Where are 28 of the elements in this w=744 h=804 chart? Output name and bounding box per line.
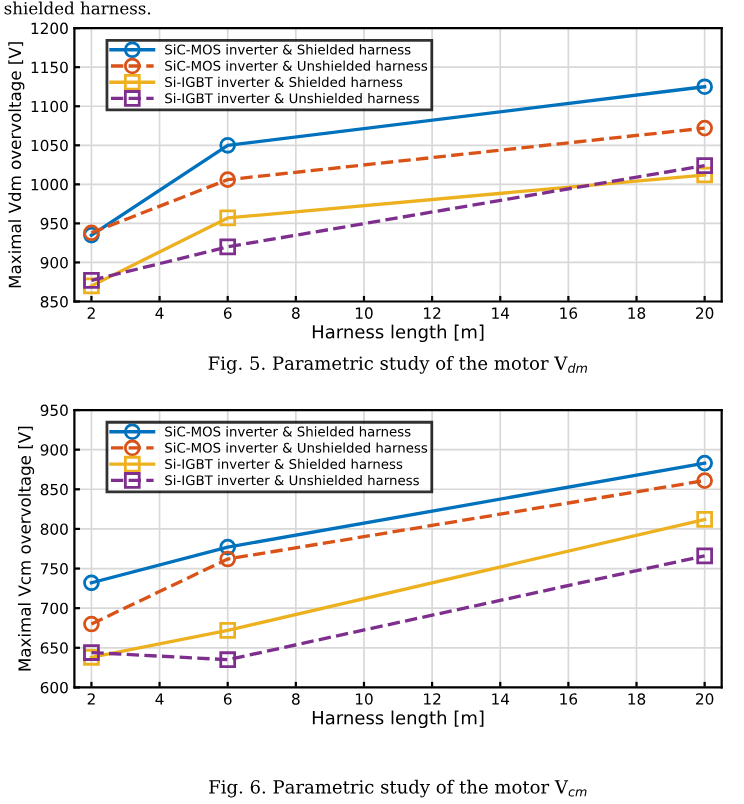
point xyxy=(219,651,237,669)
point xyxy=(83,644,100,661)
point xyxy=(696,166,713,184)
point xyxy=(696,454,713,472)
point xyxy=(83,648,100,666)
point xyxy=(83,272,100,289)
point xyxy=(219,538,237,556)
point xyxy=(219,136,237,154)
text: shielded harness. xyxy=(4,1,151,15)
caption: Fig. 5. Parametric study of the motor V$_{dm}$ xyxy=(208,355,587,374)
point xyxy=(696,157,713,174)
point xyxy=(696,472,713,489)
point xyxy=(696,511,713,528)
x-axis-title: Harness length [m] xyxy=(312,324,484,343)
point xyxy=(219,622,237,639)
point xyxy=(219,171,237,188)
point xyxy=(696,119,713,137)
point xyxy=(219,209,237,227)
point xyxy=(83,615,100,633)
point xyxy=(696,547,713,565)
point xyxy=(219,550,237,568)
y-axis-title: Maximal Vcm overvoltage [V] xyxy=(18,426,35,671)
point xyxy=(219,238,237,256)
caption: Fig. 6. Parametric study of the motor V$_{cm}$ xyxy=(209,779,587,798)
x-axis-title: Harness length [m] xyxy=(312,710,484,729)
point xyxy=(696,78,713,96)
y-axis-title: Maximal Vdm overvoltage [V] xyxy=(8,42,25,288)
point xyxy=(83,574,100,592)
